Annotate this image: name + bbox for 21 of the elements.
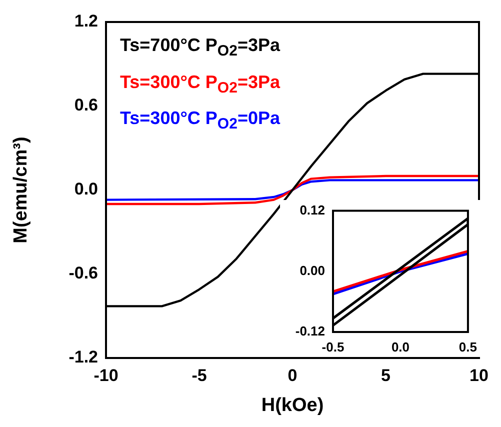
x-tick-label: -10 [94,366,118,385]
y-tick-label: -0.12 [295,324,325,339]
x-tick-label: -0.5 [322,339,344,354]
y-tick-label: 1.2 [74,12,98,31]
x-tick-label: 0.5 [458,339,478,354]
y-tick-label: 0.0 [74,180,98,199]
text: Ts=300°C P$_{O2}$=0Pa [120,107,280,135]
y-tick-label: 0.12 [300,202,325,218]
y-tick-label: 0.6 [74,96,98,115]
y-axis-title: M(emu/cm³) [10,136,32,244]
x-tick-label: 0 [288,366,298,385]
text: Ts=700°C P$_{O2}$=3Pa [120,34,280,62]
text: Ts=300°C P$_{O2}$=3Pa [120,70,280,98]
y-tick-label: -0.6 [68,264,98,283]
x-tick-label: 10 [470,366,488,385]
y-tick-label: -1.2 [68,348,98,367]
x-tick-label: -5 [192,366,207,385]
x-tick-label: 5 [381,366,390,385]
y-tick-label: 0.00 [300,262,325,278]
x-axis-title: H(kOe) [261,394,324,416]
x-tick-label: 0.0 [391,339,410,354]
